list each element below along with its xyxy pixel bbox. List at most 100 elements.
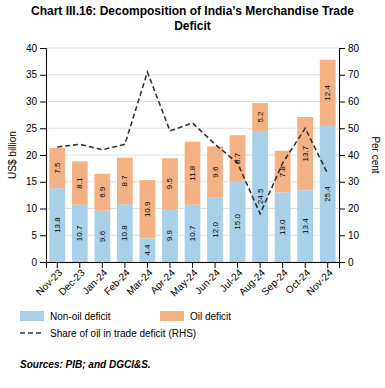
grid-line	[46, 48, 339, 49]
data-label: 24.5	[256, 188, 265, 204]
tick-label: 5	[31, 230, 37, 241]
tick-mark	[339, 102, 345, 103]
tick-mark	[79, 262, 80, 268]
data-label: 13.8	[53, 217, 62, 233]
tick-mark	[40, 235, 46, 236]
tick-label: 10	[26, 203, 38, 214]
line	[57, 72, 327, 214]
data-label: 15.0	[233, 214, 242, 230]
data-label: 11.8	[188, 165, 197, 181]
data-label: 7.8	[278, 165, 287, 177]
tick: 0	[31, 257, 46, 268]
legend-label: Share of oil in trade deficit (RHS)	[50, 328, 196, 339]
bar	[162, 209, 178, 262]
bar	[72, 161, 88, 204]
tick-label: 30	[348, 176, 360, 187]
tick-mark	[339, 235, 345, 236]
tick: Mar-24	[124, 262, 154, 297]
tick-mark	[237, 262, 238, 268]
bar	[275, 151, 291, 193]
grid-line	[46, 74, 339, 75]
bar	[252, 103, 268, 131]
y2-axis-title: Per cent	[370, 136, 381, 173]
title: Chart III.16: Decomposition of India’s M…	[31, 4, 354, 33]
tick-mark	[339, 155, 345, 156]
legend: Non-oil deficit Oil deficit Share of oil i…	[20, 311, 231, 339]
tick-label: 10	[348, 230, 360, 241]
legend-item: Non-oil deficit	[20, 311, 111, 322]
tick-label: Nov-24	[304, 267, 335, 298]
axis-line	[340, 49, 346, 263]
tick-mark	[147, 262, 148, 268]
bar	[297, 190, 313, 262]
tick: 20	[339, 203, 360, 214]
tick-label: 20	[348, 203, 360, 214]
tick-mark	[57, 262, 58, 268]
tick-label: 60	[348, 96, 360, 107]
tick-label: May-24	[168, 267, 200, 299]
bar	[252, 131, 268, 262]
tick-label: 70	[348, 69, 360, 80]
legend-swatch	[20, 311, 44, 321]
bar	[49, 148, 65, 188]
tick-mark	[215, 262, 216, 268]
grid-line	[46, 101, 339, 102]
bar	[185, 142, 201, 205]
axis: 0510152025303540	[26, 43, 47, 268]
y-axis-title: US$ billion	[7, 131, 18, 179]
legend-swatch	[160, 311, 184, 321]
tick-mark	[124, 262, 125, 268]
grid-line	[46, 128, 339, 129]
data-label: 9.5	[165, 178, 174, 190]
tick-label: Dec-23	[56, 267, 87, 298]
tick-label: Mar-24	[124, 267, 154, 297]
legend-item: Oil deficit	[160, 311, 231, 322]
bar	[230, 182, 246, 262]
bar	[72, 205, 88, 262]
bar	[140, 180, 156, 238]
data-label: 4.4	[143, 244, 152, 256]
tick: 35	[26, 69, 46, 80]
tick-mark	[192, 262, 193, 268]
tick-mark	[40, 102, 46, 103]
tick-mark	[169, 262, 170, 268]
data-label: 8.7	[120, 175, 129, 187]
tick-label: 35	[26, 69, 38, 80]
tick-mark	[339, 48, 345, 49]
tick-mark	[40, 75, 46, 76]
tick-mark	[102, 262, 103, 268]
data-label: 10.9	[143, 201, 152, 217]
bar	[49, 188, 65, 262]
bar-series	[49, 60, 335, 239]
tick-label: 80	[348, 43, 360, 54]
tick-label: 40	[348, 150, 360, 161]
tick: 40	[339, 150, 360, 161]
data-label: 12.4	[323, 85, 332, 101]
tick-mark	[40, 262, 46, 263]
tick-mark	[40, 209, 46, 210]
bar	[320, 60, 336, 126]
data-label: 13.0	[278, 219, 287, 235]
data-label: 10.8	[120, 225, 129, 241]
chart: Chart III.16: Decomposition of India’s M…	[0, 0, 385, 388]
tick: 5	[31, 230, 46, 241]
tick: 80	[339, 43, 360, 54]
tick-label: 15	[26, 176, 38, 187]
bar	[140, 238, 156, 262]
tick-label: 30	[26, 96, 38, 107]
axis-line	[47, 263, 340, 269]
tick: 15	[26, 176, 46, 187]
tick-label: 40	[26, 43, 38, 54]
annotation: Sources: PIB; and DGCI&S.	[20, 359, 151, 370]
legend-label: Oil deficit	[190, 311, 231, 322]
legend-label: Non-oil deficit	[50, 311, 111, 322]
bar	[207, 146, 223, 197]
tick-mark	[339, 209, 345, 210]
data-label: 13.4	[301, 218, 310, 234]
tick-mark	[40, 155, 46, 156]
tick-mark	[305, 262, 306, 268]
data-label: 12.0	[211, 222, 220, 238]
data-labels: 13.810.79.610.84.49.910.712.015.024.513.…	[53, 85, 332, 256]
tick: 70	[339, 69, 360, 80]
axis: 01020304050607080	[339, 43, 360, 268]
